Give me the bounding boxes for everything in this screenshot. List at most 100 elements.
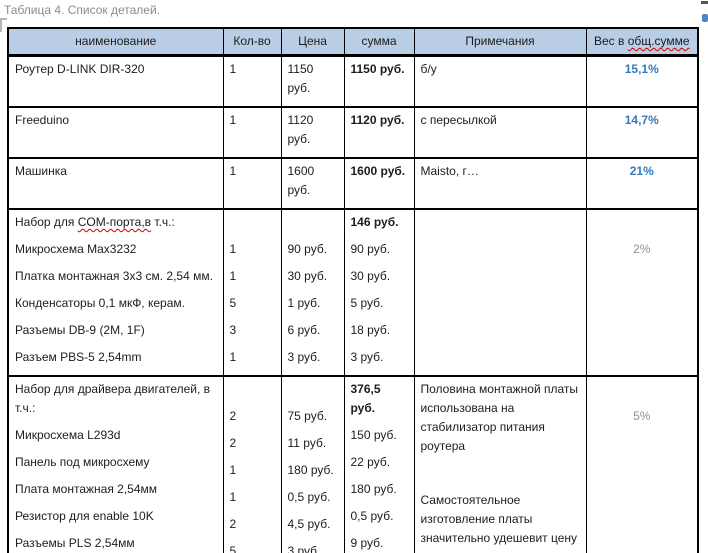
text-run: 21% — [629, 164, 654, 178]
paragraph: Разъемы PLS 2,54мм — [15, 534, 217, 553]
row-router-price[interactable]: 1150 руб. — [280, 54, 345, 108]
header-cell-weight[interactable]: Вес в общ.сумме — [585, 27, 699, 57]
row-car-qty[interactable]: 1 — [222, 157, 282, 210]
table-body: Роутер D-LINK DIR-320 1 1150 руб. 1150 руб.… — [7, 54, 699, 553]
row-router-notes[interactable]: б/у — [413, 54, 587, 108]
header-cell-qty[interactable]: Кол-во — [222, 27, 282, 57]
paragraph: 1 — [230, 461, 275, 480]
paragraph — [421, 464, 580, 483]
text-run: Набор для — [15, 215, 78, 229]
row-group-motor-driver-notes[interactable]: Половина монтажной платы использована на… — [413, 375, 587, 553]
text-run: 5 — [229, 544, 237, 553]
header-cell-sum[interactable]: сумма — [343, 27, 415, 57]
row-group-com-port-price[interactable]: 90 руб. 30 руб. 1 руб. 6 руб. 3 руб. — [280, 208, 345, 377]
text-run: 146 руб. — [350, 215, 399, 229]
paragraph: 1 — [230, 348, 275, 367]
row-group-com-port: Набор для COM-порта,в т.ч.: Микросхема Ma… — [7, 208, 699, 377]
paragraph: 0,5 руб. — [288, 488, 338, 507]
paragraph: 90 руб. — [288, 240, 338, 259]
row-freeduino-sum[interactable]: 1120 руб. — [343, 106, 415, 159]
paragraph: 1 руб. — [288, 294, 338, 313]
paragraph: Панель под микросхему — [15, 453, 217, 472]
row-car-notes[interactable]: Maisto, г… — [413, 157, 587, 210]
text-run: 1 — [229, 242, 237, 256]
row-group-com-port-name[interactable]: Набор для COM-порта,в т.ч.: Микросхема Ma… — [7, 208, 224, 377]
row-router-weight[interactable]: 15,1% — [585, 54, 699, 108]
text-run: 1150 руб. — [350, 62, 405, 76]
text-run: Кол-во — [233, 34, 271, 48]
text-run: 0,5 руб. — [350, 509, 394, 523]
text-run: 1 — [229, 463, 237, 477]
paragraph — [230, 380, 275, 399]
paragraph: 30 руб. — [351, 267, 408, 286]
row-car-name[interactable]: Машинка — [7, 157, 224, 210]
text-run: Самостоятельное изготовление платы значи… — [420, 493, 578, 545]
header-cell-price[interactable]: Цена — [280, 27, 345, 57]
row-router-qty[interactable]: 1 — [222, 54, 282, 108]
row-car-sum[interactable]: 1600 руб. — [343, 157, 415, 210]
header-cell-notes[interactable]: Примечания — [413, 27, 587, 57]
text-run: Панель под микросхему — [15, 455, 150, 469]
row-group-motor-driver-weight[interactable]: 5% — [585, 375, 699, 553]
paragraph: Набор для COM-порта,в т.ч.: — [15, 213, 217, 232]
row-router-name[interactable]: Роутер D-LINK DIR-320 — [7, 54, 224, 108]
paragraph: 5 — [230, 294, 275, 313]
paragraph: 3 руб. — [351, 348, 408, 367]
text-run: б/у — [420, 62, 437, 76]
paragraph: Разъем PBS-5 2,54mm — [15, 348, 217, 367]
text-run: 9 руб. — [350, 536, 384, 550]
text-run: 3 — [229, 323, 237, 337]
paragraph: 5% — [593, 407, 692, 426]
anchor-mark-icon — [702, 14, 708, 22]
text-run: с пересылкой — [420, 113, 497, 127]
text-run: 150 руб. — [350, 428, 397, 442]
row-freeduino-price[interactable]: 1120 руб. — [280, 106, 345, 159]
row-group-motor-driver-price[interactable]: 75 руб. 11 руб. 180 руб. 0,5 руб. 4,5 руб. 3 … — [280, 375, 345, 553]
row-freeduino-weight[interactable]: 14,7% — [585, 106, 699, 159]
paragraph: 3 — [230, 321, 275, 340]
text-run: 14,7% — [624, 113, 659, 127]
row-freeduino-name[interactable]: Freeduino — [7, 106, 224, 159]
paragraph: Половина монтажной платы использована на… — [421, 380, 580, 456]
text-run: общ.сумме — [627, 34, 690, 48]
text-run: Плата монтажная 2,54мм — [15, 482, 158, 496]
paragraph: Maisto, г… — [421, 162, 580, 181]
row-group-motor-driver: Набор для драйвера двигателей, в т.ч.: Ми… — [7, 375, 699, 553]
row-car-weight[interactable]: 21% — [585, 157, 699, 210]
row-group-motor-driver-name[interactable]: Набор для драйвера двигателей, в т.ч.: Ми… — [7, 375, 224, 553]
paragraph: 1600 руб. — [351, 162, 408, 181]
row-router-sum[interactable]: 1150 руб. — [343, 54, 415, 108]
paragraph — [593, 380, 692, 399]
text-run: COM-порта,в — [77, 215, 152, 229]
paragraph: Роутер D-LINK DIR-320 — [15, 60, 217, 79]
paragraph: 180 руб. — [351, 480, 408, 499]
text-run: 5% — [633, 409, 651, 423]
header-cell-name[interactable]: наименование — [7, 27, 224, 57]
row-group-com-port-weight[interactable]: 2% — [585, 208, 699, 377]
text-run: 90 руб. — [350, 242, 391, 256]
paragraph: Машинка — [15, 162, 217, 181]
paragraph: 5 — [230, 542, 275, 553]
parts-table[interactable]: наименование Кол-во Цена сумма Примечания Вес… — [7, 27, 699, 553]
row-freeduino-notes[interactable]: с пересылкой — [413, 106, 587, 159]
text-run: Freeduino — [15, 113, 70, 127]
text-run: Цена — [298, 34, 327, 48]
text-run: 30 руб. — [287, 269, 328, 283]
paragraph — [288, 380, 338, 399]
text-run: 1 руб. — [287, 296, 321, 310]
row-freeduino-qty[interactable]: 1 — [222, 106, 282, 159]
row-group-motor-driver-sum[interactable]: 376,5 руб. 150 руб. 22 руб. 180 руб. 0,5 руб… — [343, 375, 415, 553]
text-run: 3 руб. — [350, 350, 384, 364]
row-group-com-port-sum[interactable]: 146 руб. 90 руб. 30 руб. 5 руб. 18 руб. 3 руб… — [343, 208, 415, 377]
row-group-motor-driver-qty[interactable]: 2 2 1 1 2 5 — [222, 375, 282, 553]
paragraph: Freeduino — [15, 111, 217, 130]
row-car-price[interactable]: 1600 руб. — [280, 157, 345, 210]
text-run: 90 руб. — [287, 242, 328, 256]
paragraph — [288, 213, 338, 232]
text-run: 6 руб. — [287, 323, 321, 337]
text-cursor — [0, 18, 7, 32]
row-group-com-port-notes[interactable] — [413, 208, 587, 377]
row-group-com-port-qty[interactable]: 1 1 5 3 1 — [222, 208, 282, 377]
paragraph: 15,1% — [593, 60, 692, 79]
paragraph: 1 — [230, 162, 275, 181]
